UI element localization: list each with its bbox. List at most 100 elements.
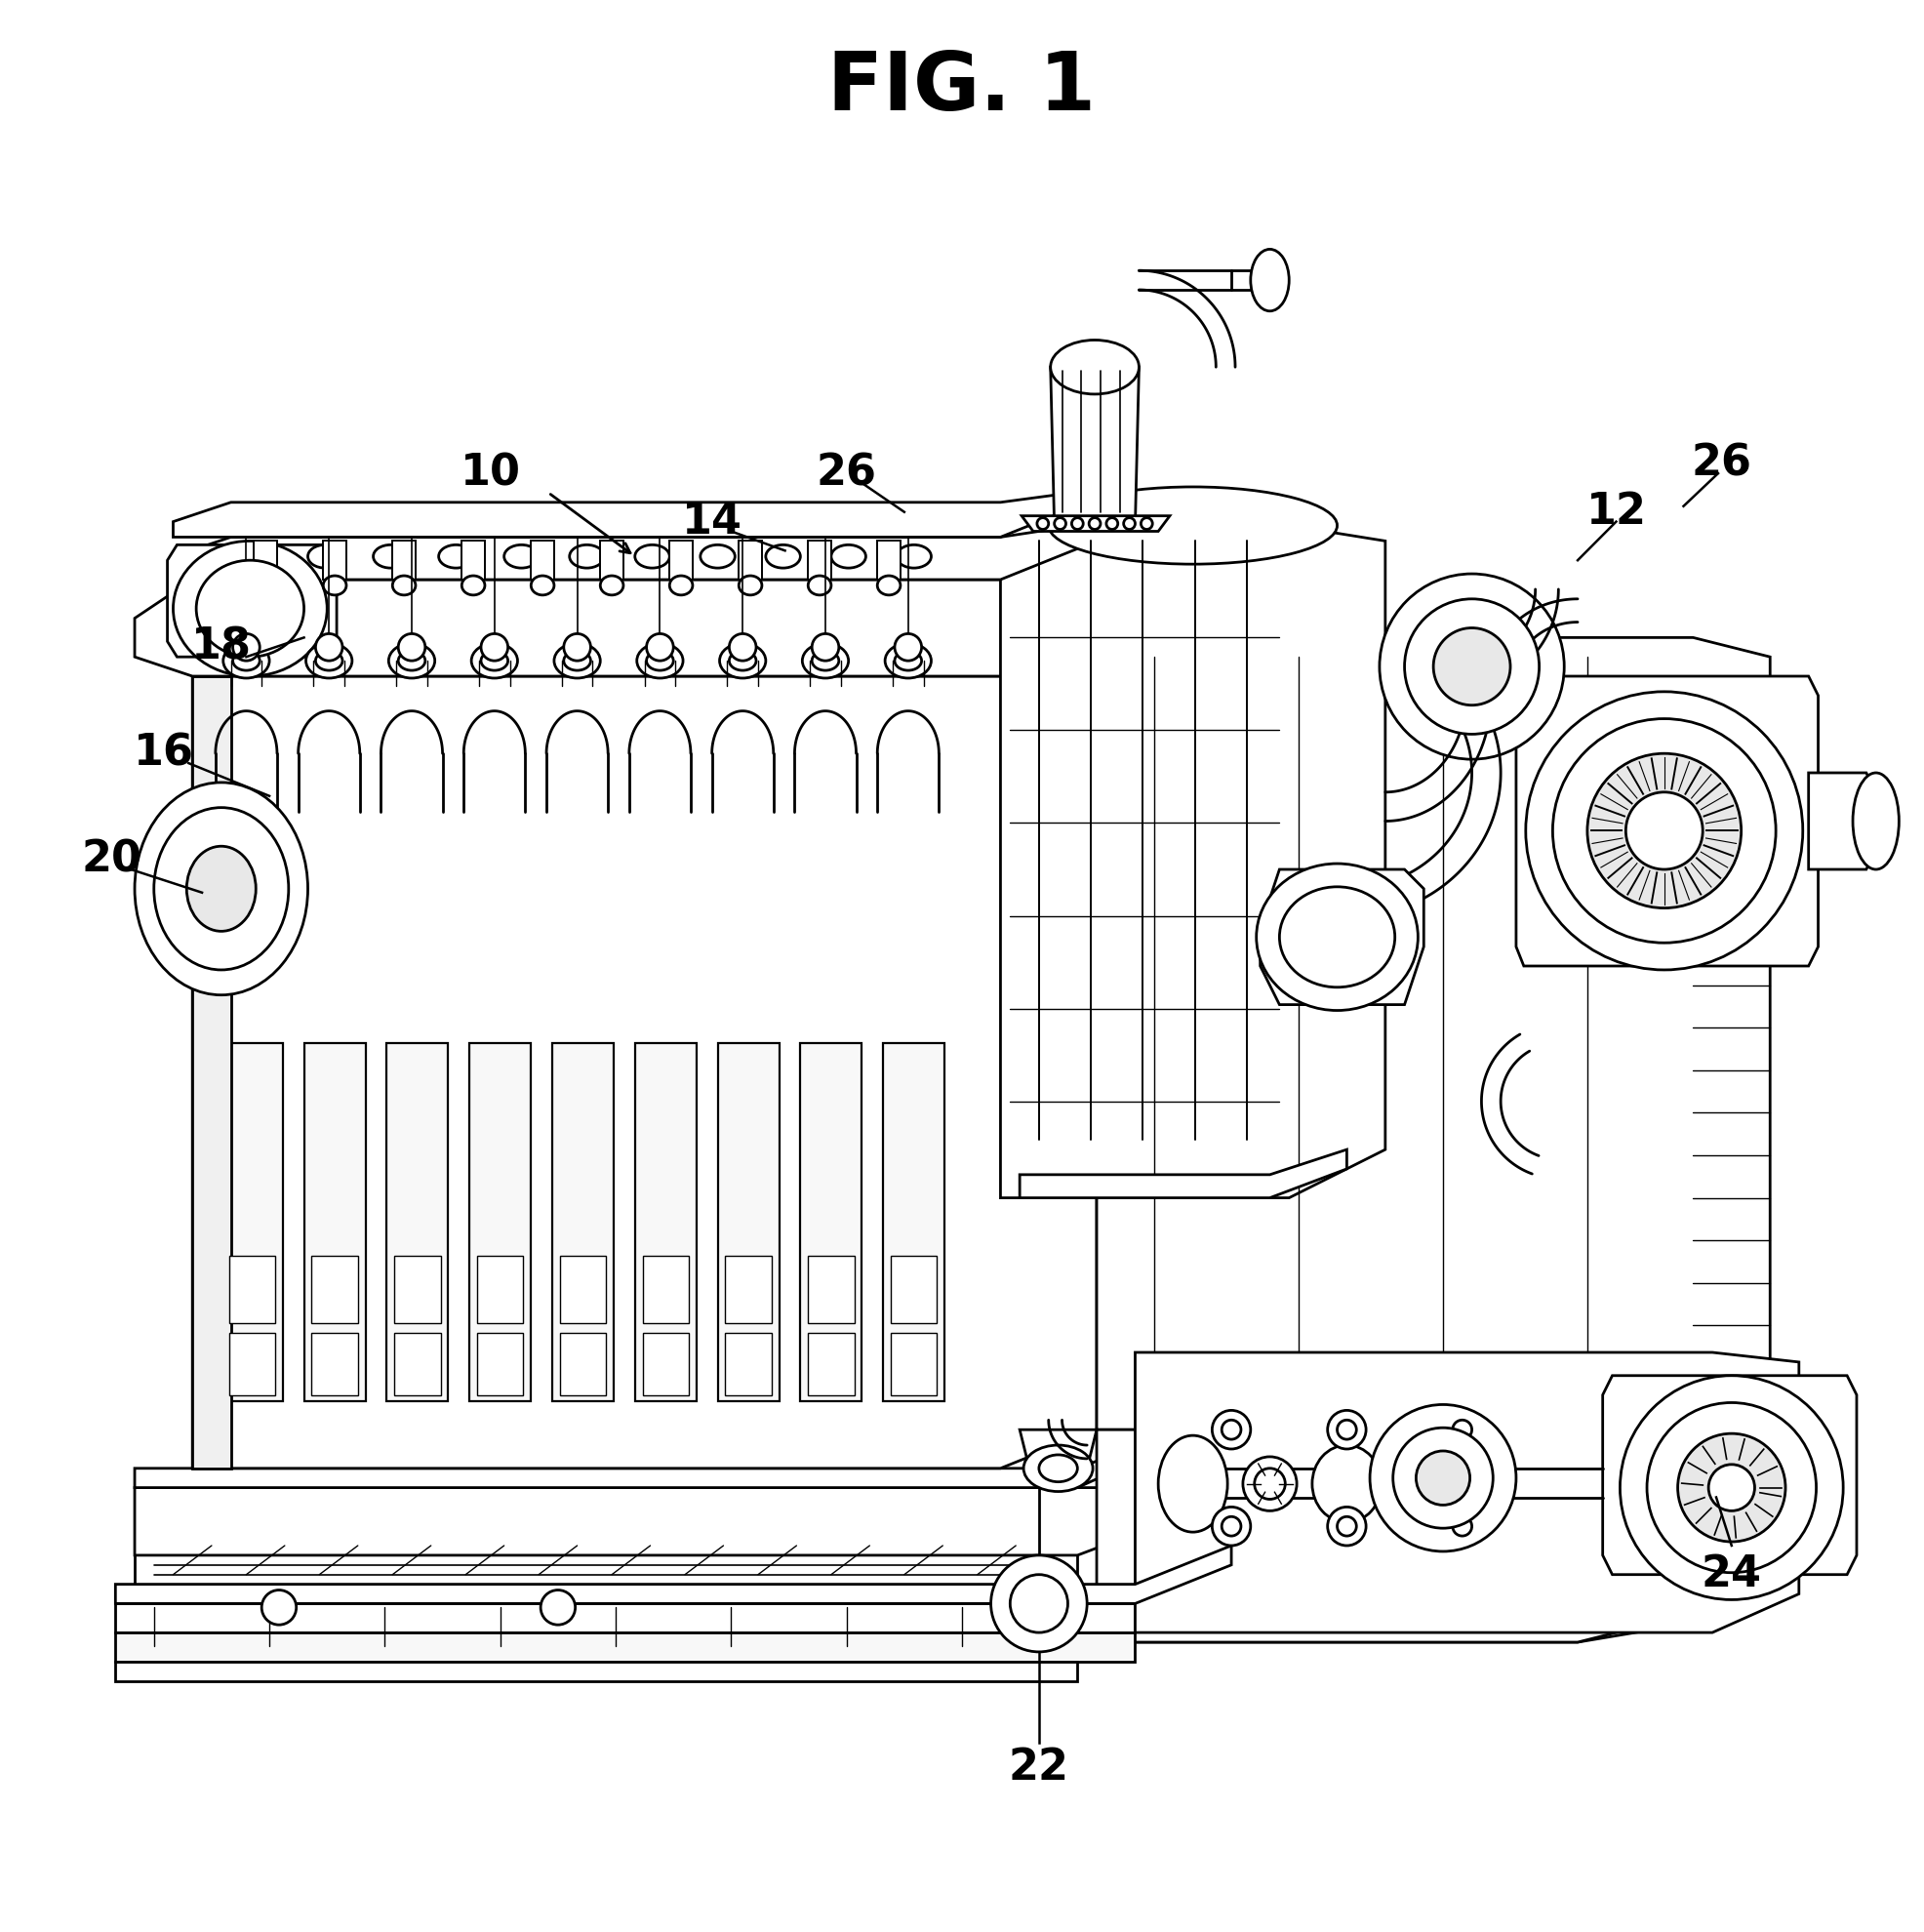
Polygon shape bbox=[394, 1256, 441, 1323]
Polygon shape bbox=[1135, 1352, 1799, 1633]
Ellipse shape bbox=[1626, 792, 1703, 869]
Ellipse shape bbox=[600, 576, 623, 595]
Ellipse shape bbox=[1039, 1455, 1077, 1482]
Polygon shape bbox=[800, 1043, 862, 1401]
Text: FIG. 1: FIG. 1 bbox=[827, 48, 1097, 128]
Text: 18: 18 bbox=[190, 626, 252, 668]
Polygon shape bbox=[173, 495, 1058, 537]
Polygon shape bbox=[192, 676, 231, 1468]
Ellipse shape bbox=[1328, 1410, 1366, 1449]
Polygon shape bbox=[891, 1256, 937, 1323]
Ellipse shape bbox=[1254, 1468, 1285, 1499]
Ellipse shape bbox=[223, 643, 269, 678]
Polygon shape bbox=[718, 1043, 779, 1401]
Polygon shape bbox=[1809, 773, 1876, 869]
Ellipse shape bbox=[1853, 773, 1899, 869]
Ellipse shape bbox=[1222, 1420, 1241, 1439]
Ellipse shape bbox=[1393, 1428, 1493, 1528]
Ellipse shape bbox=[1443, 1464, 1481, 1503]
Ellipse shape bbox=[635, 545, 670, 568]
Ellipse shape bbox=[1328, 1507, 1366, 1546]
Ellipse shape bbox=[439, 545, 473, 568]
Polygon shape bbox=[552, 1043, 614, 1401]
Polygon shape bbox=[877, 541, 900, 580]
Text: 10: 10 bbox=[460, 452, 521, 495]
Ellipse shape bbox=[504, 545, 539, 568]
Ellipse shape bbox=[398, 634, 425, 661]
Polygon shape bbox=[477, 1256, 523, 1323]
Ellipse shape bbox=[670, 576, 693, 595]
Ellipse shape bbox=[481, 651, 508, 670]
Polygon shape bbox=[1020, 1430, 1097, 1468]
Ellipse shape bbox=[1158, 1435, 1228, 1532]
Ellipse shape bbox=[877, 576, 900, 595]
Polygon shape bbox=[254, 541, 277, 580]
Polygon shape bbox=[192, 676, 1097, 1468]
Ellipse shape bbox=[531, 576, 554, 595]
Ellipse shape bbox=[316, 651, 342, 670]
Ellipse shape bbox=[831, 545, 866, 568]
Ellipse shape bbox=[729, 634, 756, 661]
Ellipse shape bbox=[1251, 249, 1289, 311]
Polygon shape bbox=[725, 1256, 772, 1323]
Polygon shape bbox=[469, 1043, 531, 1401]
Ellipse shape bbox=[1010, 1575, 1068, 1633]
Polygon shape bbox=[304, 1043, 366, 1401]
Ellipse shape bbox=[173, 541, 327, 676]
Polygon shape bbox=[531, 541, 554, 580]
Polygon shape bbox=[115, 1604, 1135, 1633]
Ellipse shape bbox=[812, 651, 839, 670]
Polygon shape bbox=[462, 541, 485, 580]
Ellipse shape bbox=[1370, 1405, 1516, 1551]
Polygon shape bbox=[323, 541, 346, 580]
Polygon shape bbox=[739, 541, 762, 580]
Polygon shape bbox=[312, 1333, 358, 1395]
Ellipse shape bbox=[637, 643, 683, 678]
Ellipse shape bbox=[373, 545, 408, 568]
Text: 26: 26 bbox=[816, 452, 877, 495]
Ellipse shape bbox=[1416, 1451, 1470, 1505]
Ellipse shape bbox=[1380, 574, 1564, 759]
Ellipse shape bbox=[897, 545, 931, 568]
Ellipse shape bbox=[1337, 1517, 1356, 1536]
Ellipse shape bbox=[1054, 518, 1066, 529]
Ellipse shape bbox=[554, 643, 600, 678]
Ellipse shape bbox=[392, 576, 416, 595]
Ellipse shape bbox=[1443, 1507, 1481, 1546]
Ellipse shape bbox=[1647, 1403, 1816, 1573]
Ellipse shape bbox=[1453, 1517, 1472, 1536]
Polygon shape bbox=[1260, 869, 1424, 1005]
Ellipse shape bbox=[739, 576, 762, 595]
Ellipse shape bbox=[135, 782, 308, 995]
Ellipse shape bbox=[242, 545, 277, 568]
Ellipse shape bbox=[323, 576, 346, 595]
Text: 12: 12 bbox=[1585, 491, 1647, 533]
Polygon shape bbox=[229, 1256, 275, 1323]
Ellipse shape bbox=[1709, 1464, 1755, 1511]
Polygon shape bbox=[392, 541, 416, 580]
Ellipse shape bbox=[1587, 753, 1741, 908]
Ellipse shape bbox=[398, 651, 425, 670]
Ellipse shape bbox=[1279, 887, 1395, 987]
Ellipse shape bbox=[389, 643, 435, 678]
Ellipse shape bbox=[700, 545, 735, 568]
Polygon shape bbox=[1516, 676, 1818, 966]
Polygon shape bbox=[1022, 516, 1170, 531]
Polygon shape bbox=[670, 541, 693, 580]
Ellipse shape bbox=[1141, 518, 1152, 529]
Ellipse shape bbox=[481, 634, 508, 661]
Polygon shape bbox=[115, 1662, 1077, 1681]
Ellipse shape bbox=[991, 1555, 1087, 1652]
Polygon shape bbox=[1097, 638, 1770, 1430]
Ellipse shape bbox=[262, 1590, 296, 1625]
Ellipse shape bbox=[1256, 864, 1418, 1010]
Ellipse shape bbox=[1106, 518, 1118, 529]
Ellipse shape bbox=[1243, 1457, 1297, 1511]
Ellipse shape bbox=[196, 560, 304, 657]
Polygon shape bbox=[115, 1546, 1231, 1604]
Polygon shape bbox=[387, 1043, 448, 1401]
Polygon shape bbox=[560, 1333, 606, 1395]
Ellipse shape bbox=[1443, 1410, 1481, 1449]
Polygon shape bbox=[808, 1256, 854, 1323]
Polygon shape bbox=[229, 1333, 275, 1395]
